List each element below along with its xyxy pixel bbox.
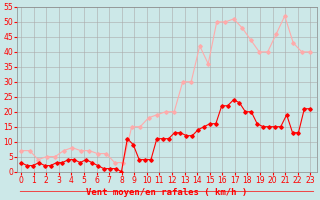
X-axis label: Vent moyen/en rafales ( km/h ): Vent moyen/en rafales ( km/h ): [86, 188, 248, 197]
